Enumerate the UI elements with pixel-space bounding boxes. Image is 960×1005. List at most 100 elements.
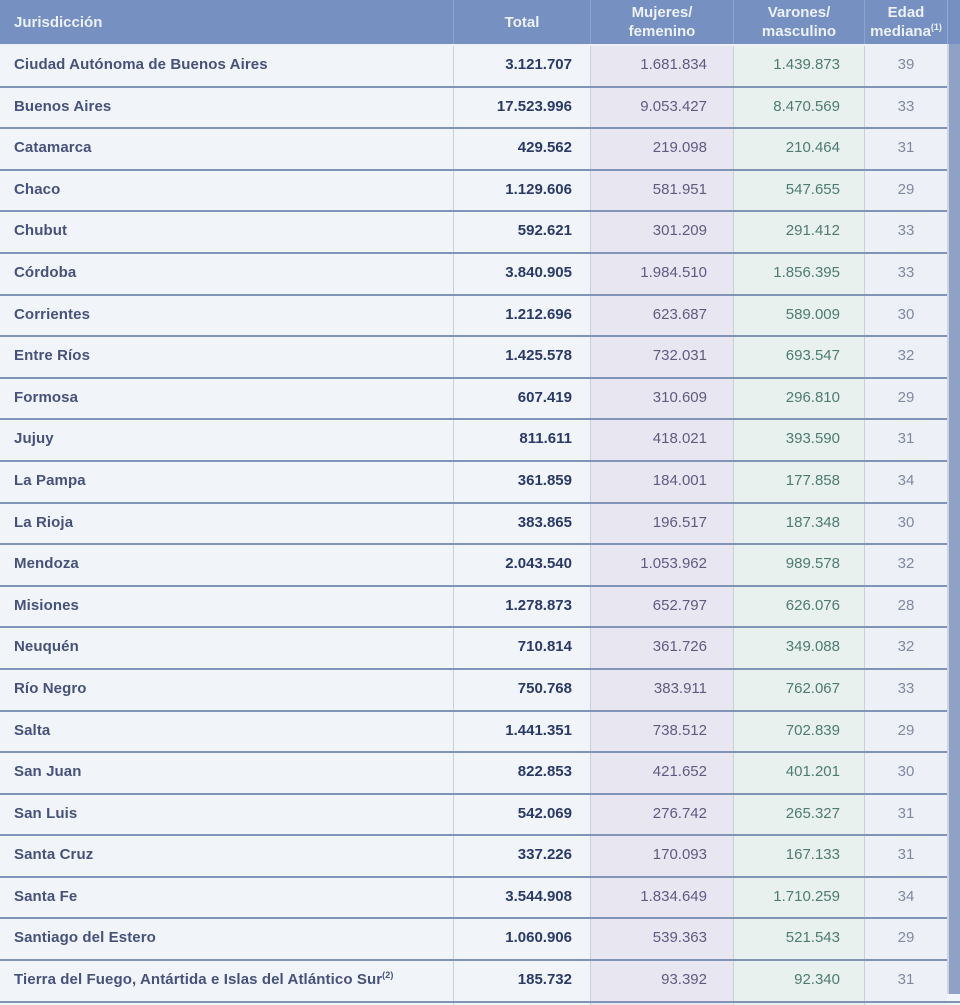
cell-jurisdiccion: San Juan bbox=[14, 763, 82, 781]
cell-jurisdiccion: Salta bbox=[14, 721, 51, 739]
cell-edad-mediana: 31 bbox=[864, 794, 947, 835]
cell-mujeres: 1.681.834 bbox=[590, 46, 733, 86]
cell-total: 3.121.707 bbox=[453, 46, 590, 86]
cell-mujeres: 9.053.427 bbox=[590, 87, 733, 128]
table-row: Catamarca 429.562 219.098 210.464 31 bbox=[0, 129, 960, 171]
cell-varones: 1.710.259 bbox=[733, 877, 864, 918]
cell-edad-mediana: 30 bbox=[864, 295, 947, 336]
cell-varones: 291.412 bbox=[733, 212, 864, 252]
cell-varones: 521.543 bbox=[733, 919, 864, 960]
table-header: Jurisdicción Total Mujeres/ femenino Var… bbox=[0, 0, 960, 44]
cell-varones: 589.009 bbox=[733, 295, 864, 336]
cell-varones: 92.340 bbox=[733, 961, 864, 1001]
cell-edad-mediana: 32 bbox=[864, 628, 947, 668]
cell-jurisdiccion: Misiones bbox=[14, 596, 79, 614]
header-varones-masculino: Varones/ masculino bbox=[733, 0, 864, 44]
cell-mujeres: 93.392 bbox=[590, 961, 733, 1001]
cell-mujeres: 361.726 bbox=[590, 628, 733, 668]
table-row: Ciudad Autónoma de Buenos Aires 3.121.707… bbox=[0, 44, 960, 88]
cell-varones: 401.201 bbox=[733, 753, 864, 793]
cell-mujeres: 310.609 bbox=[590, 378, 733, 419]
cell-jurisdiccion: Córdoba bbox=[14, 263, 77, 281]
header-mujeres-line1: Mujeres/ bbox=[631, 4, 693, 21]
table-row: Santa Cruz 337.226 170.093 167.133 31 bbox=[0, 836, 960, 878]
header-edad-line2: mediana(1) bbox=[870, 22, 942, 41]
cell-jurisdiccion: La Pampa bbox=[14, 471, 86, 489]
footnote-2-marker: (2) bbox=[382, 970, 394, 981]
cell-total: 429.562 bbox=[453, 129, 590, 169]
cell-edad-mediana: 31 bbox=[864, 961, 947, 1001]
header-edad-mediana: Edad mediana(1) bbox=[864, 0, 947, 44]
cell-jurisdiccion: Mendoza bbox=[14, 555, 79, 573]
table-row: San Luis 542.069 276.742 265.327 31 bbox=[0, 794, 960, 837]
table-row: Buenos Aires 17.523.996 9.053.427 8.470.569… bbox=[0, 87, 960, 130]
cell-jurisdiccion: Buenos Aires bbox=[14, 97, 112, 115]
cell-edad-mediana: 28 bbox=[864, 586, 947, 627]
cell-total: 1.060.906 bbox=[453, 919, 590, 960]
table-row: Corrientes 1.212.696 623.687 589.009 30 bbox=[0, 295, 960, 338]
table-row: La Pampa 361.859 184.001 177.858 34 bbox=[0, 461, 960, 504]
cell-jurisdiccion: Ciudad Autónoma de Buenos Aires bbox=[14, 56, 268, 73]
header-varones-line2: masculino bbox=[761, 23, 837, 40]
cell-total: 811.611 bbox=[453, 420, 590, 460]
cell-edad-mediana: 34 bbox=[864, 877, 947, 918]
header-jurisdiccion-label: Jurisdicción bbox=[14, 13, 103, 31]
cell-varones: 762.067 bbox=[733, 669, 864, 710]
cell-varones: 177.858 bbox=[733, 461, 864, 502]
cell-jurisdiccion: Chubut bbox=[14, 222, 68, 240]
cell-mujeres: 219.098 bbox=[590, 129, 733, 169]
cell-total: 607.419 bbox=[453, 378, 590, 419]
header-edad-line1: Edad bbox=[887, 4, 925, 21]
header-total-label: Total bbox=[504, 13, 540, 31]
table-row: Santiago del Estero 1.060.906 539.363 521.5… bbox=[0, 919, 960, 962]
cell-mujeres: 652.797 bbox=[590, 586, 733, 627]
table-row: Córdoba 3.840.905 1.984.510 1.856.395 33 bbox=[0, 253, 960, 296]
cell-mujeres: 738.512 bbox=[590, 711, 733, 752]
cell-mujeres: 421.652 bbox=[590, 753, 733, 793]
cell-total: 1.278.873 bbox=[453, 586, 590, 627]
cell-jurisdiccion: Santiago del Estero bbox=[14, 929, 156, 947]
cell-mujeres: 418.021 bbox=[590, 420, 733, 460]
cell-edad-mediana: 32 bbox=[864, 545, 947, 585]
cell-varones: 702.839 bbox=[733, 711, 864, 752]
table-row: Entre Ríos 1.425.578 732.031 693.547 32 bbox=[0, 337, 960, 379]
header-jurisdiccion: Jurisdicción bbox=[0, 0, 453, 44]
cell-total: 592.621 bbox=[453, 212, 590, 252]
cell-edad-mediana: 32 bbox=[864, 337, 947, 377]
table-row: Jujuy 811.611 418.021 393.590 31 bbox=[0, 420, 960, 462]
table-row: Tucumán1.731.820891.800840.02030 bbox=[0, 1002, 960, 1005]
cell-varones: 840.020 bbox=[733, 1002, 864, 1005]
cell-jurisdiccion: Jujuy bbox=[14, 430, 54, 448]
cell-jurisdiccion: San Luis bbox=[14, 804, 78, 822]
cell-mujeres: 170.093 bbox=[590, 836, 733, 876]
cell-edad-mediana: 30 bbox=[864, 753, 947, 793]
cell-mujeres: 539.363 bbox=[590, 919, 733, 960]
cell-total: 3.840.905 bbox=[453, 253, 590, 294]
cell-jurisdiccion: Tierra del Fuego, Antártida e Islas del … bbox=[14, 970, 394, 989]
cell-varones: 547.655 bbox=[733, 170, 864, 211]
cell-total: 542.069 bbox=[453, 794, 590, 835]
cell-edad-mediana: 33 bbox=[864, 253, 947, 294]
cell-varones: 989.578 bbox=[733, 545, 864, 585]
cell-total: 1.212.696 bbox=[453, 295, 590, 336]
cell-total: 710.814 bbox=[453, 628, 590, 668]
cell-jurisdiccion: Santa Cruz bbox=[14, 846, 94, 864]
cell-jurisdiccion: Chaco bbox=[14, 180, 61, 198]
cell-jurisdiccion: Santa Fe bbox=[14, 887, 78, 905]
cell-edad-mediana: 30 bbox=[864, 503, 947, 544]
table-row: Río Negro 750.768 383.911 762.067 33 bbox=[0, 669, 960, 712]
cell-mujeres: 276.742 bbox=[590, 794, 733, 835]
cell-varones: 265.327 bbox=[733, 794, 864, 835]
cell-mujeres: 1.984.510 bbox=[590, 253, 733, 294]
cell-total: 1.731.820 bbox=[453, 1002, 590, 1005]
table-row: Mendoza 2.043.540 1.053.962 989.578 32 bbox=[0, 545, 960, 587]
cell-mujeres: 581.951 bbox=[590, 170, 733, 211]
cell-varones: 167.133 bbox=[733, 836, 864, 876]
cell-edad-mediana: 34 bbox=[864, 461, 947, 502]
cell-edad-mediana: 29 bbox=[864, 919, 947, 960]
cell-jurisdiccion: Neuquén bbox=[14, 638, 79, 656]
cell-edad-mediana: 29 bbox=[864, 378, 947, 419]
cell-total: 822.853 bbox=[453, 753, 590, 793]
cell-mujeres: 732.031 bbox=[590, 337, 733, 377]
